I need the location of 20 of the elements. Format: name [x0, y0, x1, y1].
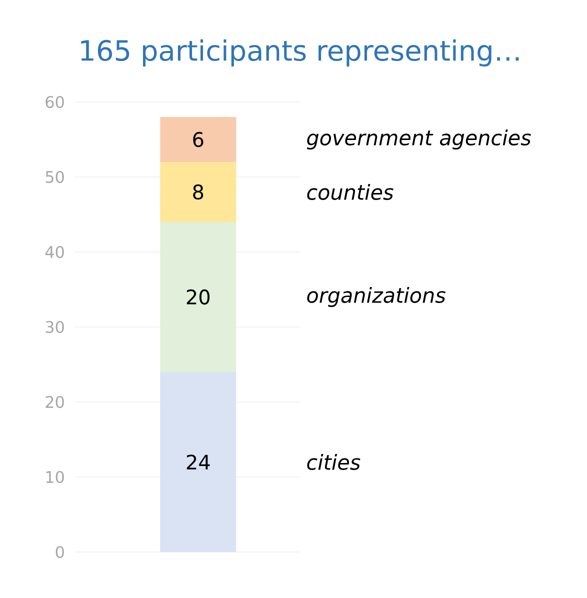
- y-tick-label: 10: [46, 470, 64, 484]
- data-label: 8: [193, 184, 204, 200]
- text: counties: [307, 184, 394, 200]
- text: government agencies: [306, 129, 531, 150]
- bar: [160, 372, 236, 552]
- data-label: 24: [186, 454, 210, 470]
- y-tick-label: 60: [46, 96, 64, 108]
- y-tick-label: 50: [46, 170, 64, 184]
- data-label: 6: [193, 132, 204, 148]
- y-tick-label: 0: [56, 546, 64, 558]
- y-tick-label: 20: [46, 396, 64, 408]
- bar: [160, 222, 236, 372]
- y-tick-label: 30: [46, 320, 64, 334]
- data-label: 20: [186, 289, 210, 305]
- bar: [160, 162, 236, 222]
- text: organizations: [307, 286, 446, 308]
- y-tick-label: 40: [45, 246, 64, 258]
- text: cities: [307, 454, 360, 470]
- bar: [160, 116, 236, 162]
- chart-title: 165 participants representing…: [81, 39, 519, 66]
